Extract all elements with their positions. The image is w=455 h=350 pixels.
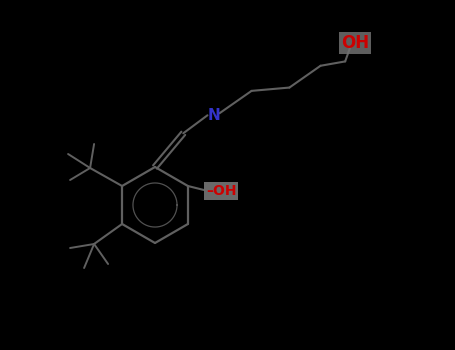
Text: N: N (208, 108, 221, 123)
Text: OH: OH (341, 34, 369, 52)
Text: –OH: –OH (206, 184, 237, 198)
